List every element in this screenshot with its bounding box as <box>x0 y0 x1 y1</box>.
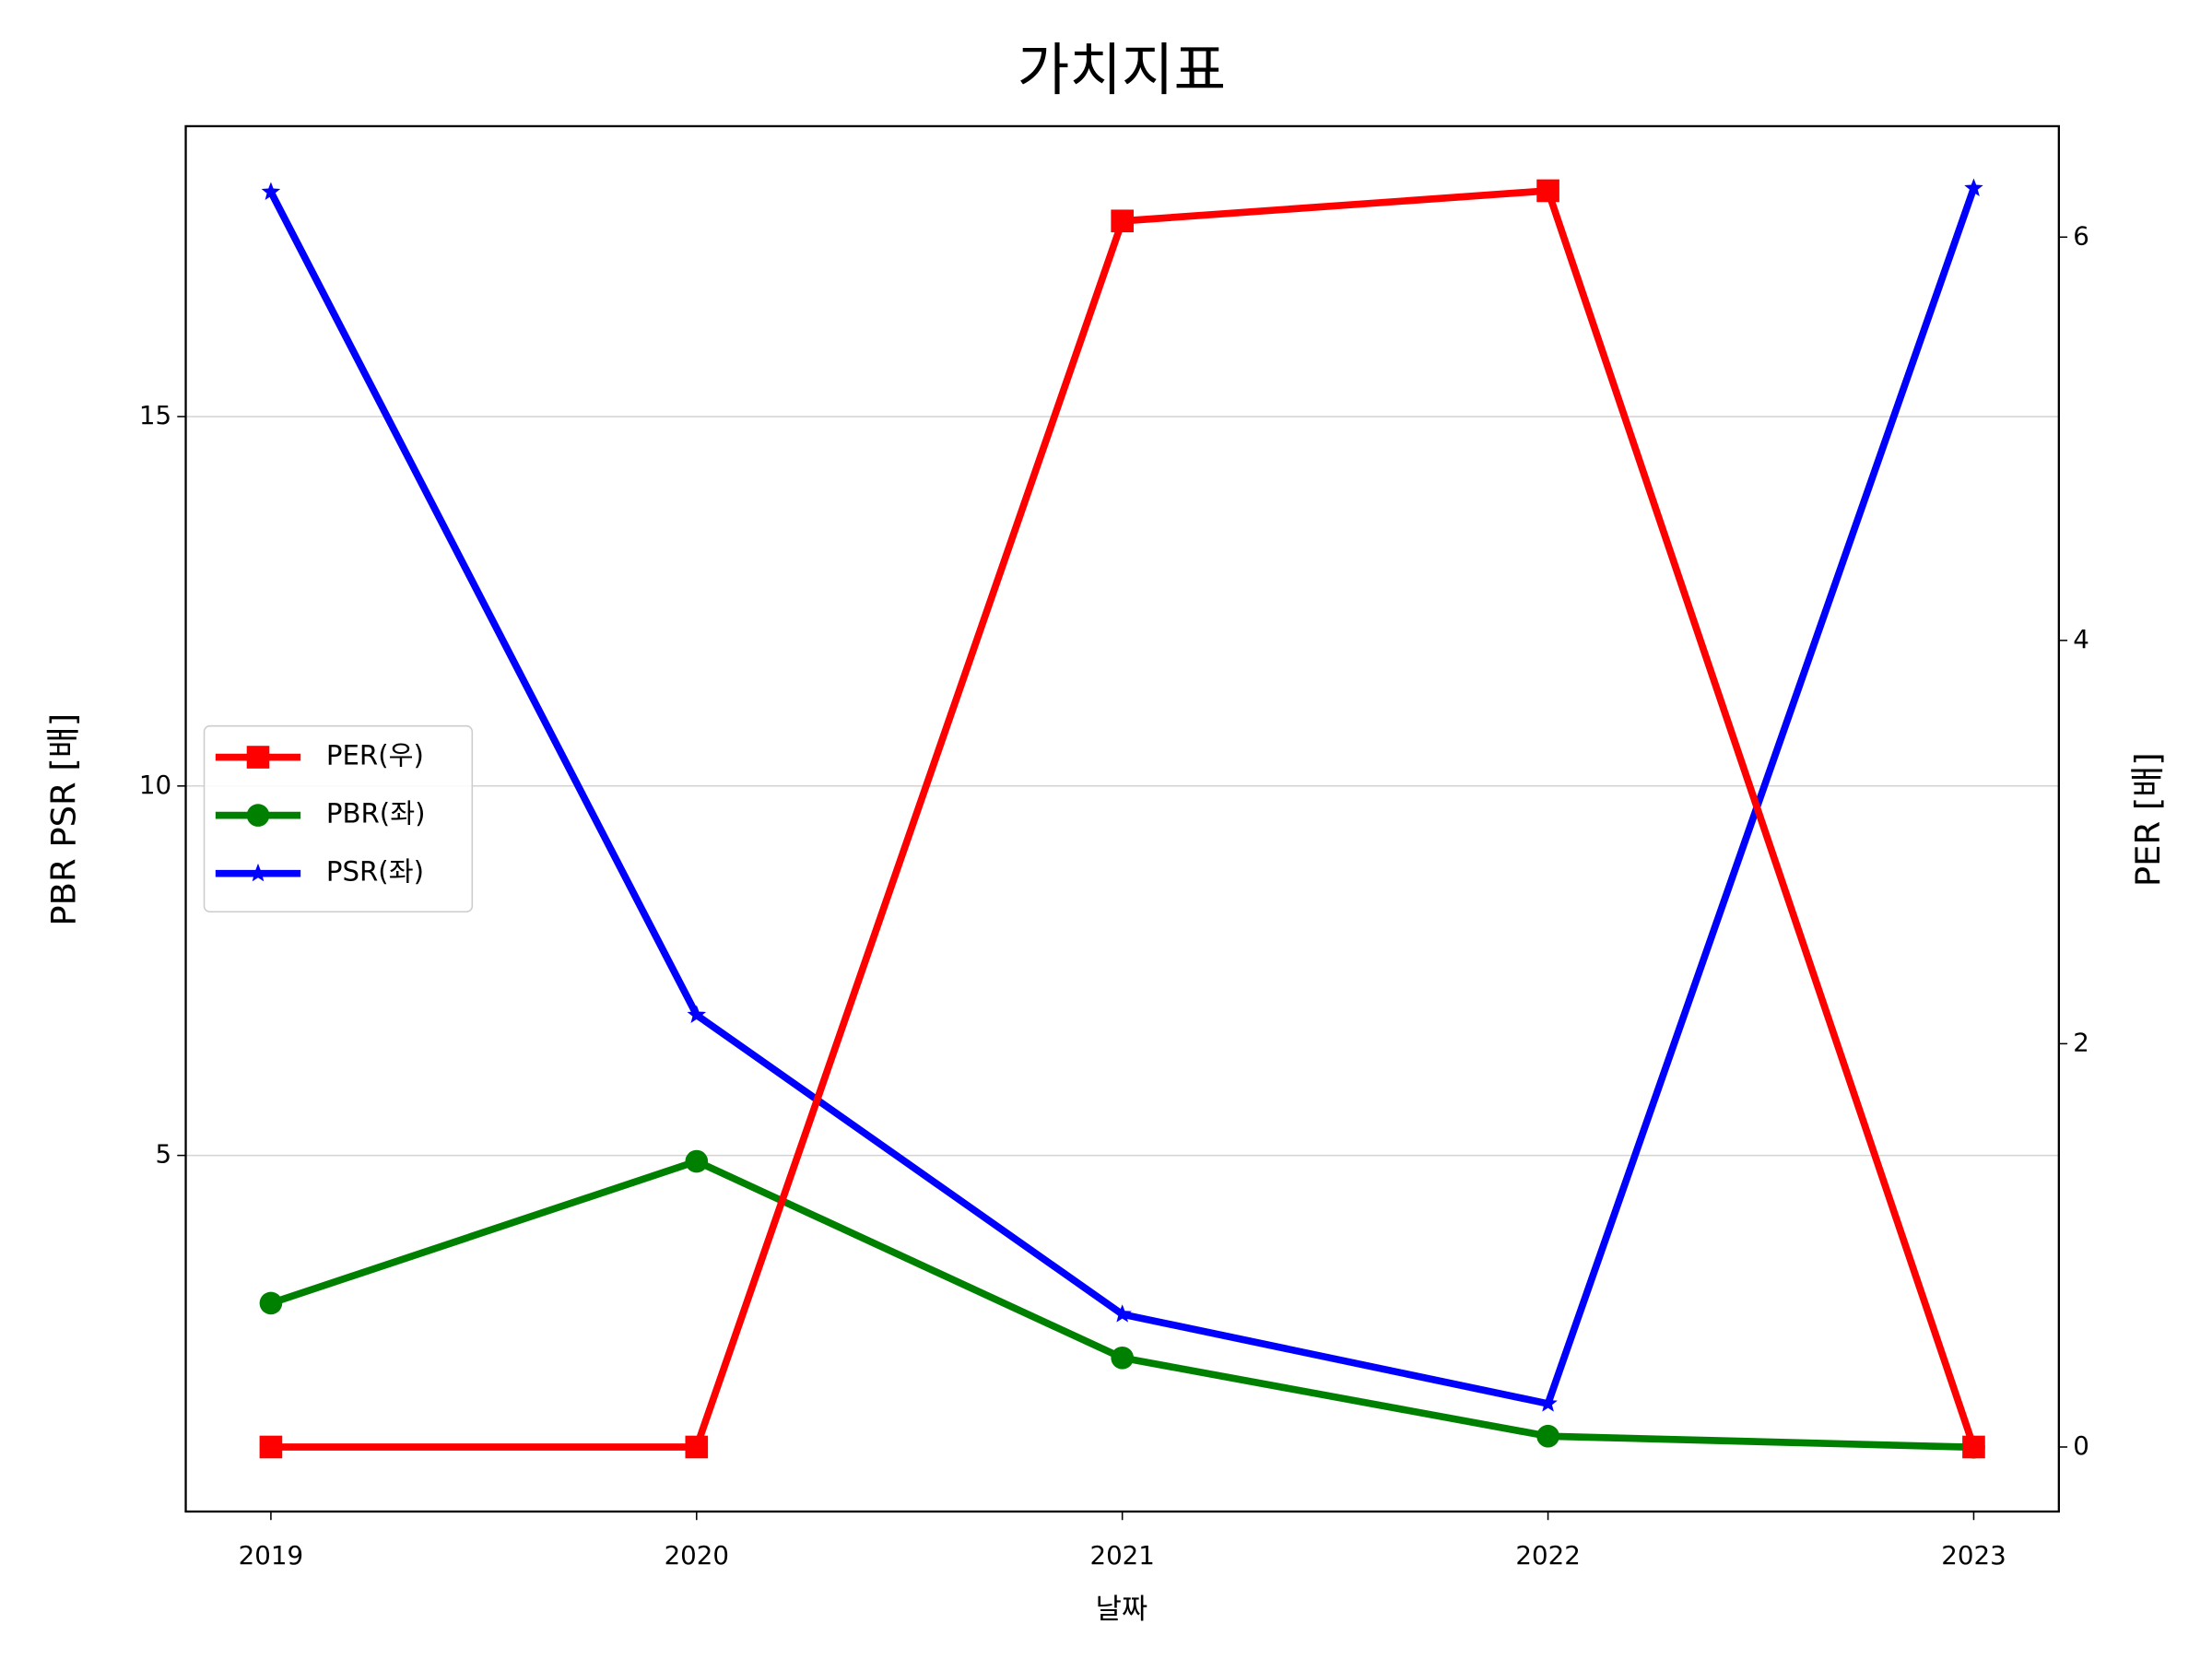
marker <box>1111 1346 1134 1370</box>
y2-tick-label: 2 <box>2073 1027 2089 1057</box>
marker <box>1538 1394 1558 1412</box>
y2-tick-label: 6 <box>2073 220 2089 251</box>
marker <box>1536 179 1559 203</box>
marker <box>685 1435 709 1459</box>
x-tick-label: 2023 <box>1941 1540 2006 1571</box>
marker <box>246 804 270 827</box>
legend-box <box>203 724 474 913</box>
y-tick-label: 10 <box>139 770 171 800</box>
y2-tick-label: 0 <box>2073 1430 2089 1461</box>
y2-tick-label: 4 <box>2073 624 2089 654</box>
legend-label: PER(우) <box>326 740 424 771</box>
y-tick-label: 5 <box>156 1139 172 1170</box>
x-tick-label: 2021 <box>1089 1540 1154 1571</box>
y-tick-label: 15 <box>139 400 171 430</box>
y-axis-label: PBR PSR [배] <box>43 713 83 926</box>
marker <box>1536 1424 1559 1448</box>
marker <box>1111 209 1134 233</box>
marker <box>1964 178 1983 196</box>
plot-frame <box>184 124 2060 1513</box>
legend-label: PSR(좌) <box>326 856 424 888</box>
marker <box>1112 1304 1132 1323</box>
marker <box>259 1435 283 1459</box>
marker <box>248 863 268 882</box>
marker <box>685 1149 709 1173</box>
x-tick-label: 2022 <box>1515 1540 1580 1571</box>
legend: PER(우) PBR(좌) PSR(좌) <box>203 724 474 913</box>
marker <box>1962 1435 1985 1459</box>
marker <box>246 746 270 769</box>
x-tick-label: 2020 <box>665 1540 729 1571</box>
x-tick-label: 2019 <box>239 1540 303 1571</box>
marker <box>261 182 281 200</box>
y2-axis-label: PER [배] <box>2128 752 2168 887</box>
marker <box>259 1291 283 1315</box>
x-axis-label: 날짜 <box>1096 1593 1148 1626</box>
chart-title: 가치지표 <box>1018 37 1226 103</box>
marker <box>687 1005 707 1024</box>
legend-label: PBR(좌) <box>326 798 426 830</box>
